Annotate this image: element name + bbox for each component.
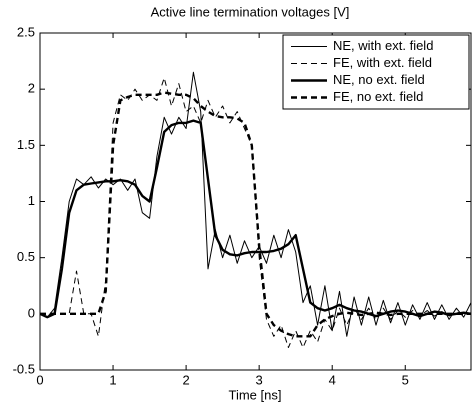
y-tick-label: 0.5 [17,249,35,264]
legend-label: FE, no ext. field [333,89,423,104]
y-tick-label: 1 [28,193,35,208]
legend-label: NE, no ext. field [333,72,425,87]
line-series [40,91,471,338]
line-series [40,77,471,348]
y-tick-label: 1.5 [17,137,35,152]
x-tick-label: 0 [36,372,43,387]
x-tick-label: 4 [329,372,336,387]
y-tick-label: -0.5 [13,361,35,376]
y-tick-label: 2.5 [17,24,35,39]
x-axis-label: Time [ns] [229,387,282,402]
y-tick-label: 2 [28,81,35,96]
legend-label: NE, with ext. field [333,38,433,53]
legend-label: FE, with ext. field [333,55,432,70]
x-tick-label: 5 [402,372,409,387]
x-tick-label: 3 [256,372,263,387]
x-tick-label: 2 [182,372,189,387]
x-tick-label: 1 [109,372,116,387]
y-tick-label: 0 [28,305,35,320]
chart-title: Active line termination voltages [V] [151,4,350,19]
